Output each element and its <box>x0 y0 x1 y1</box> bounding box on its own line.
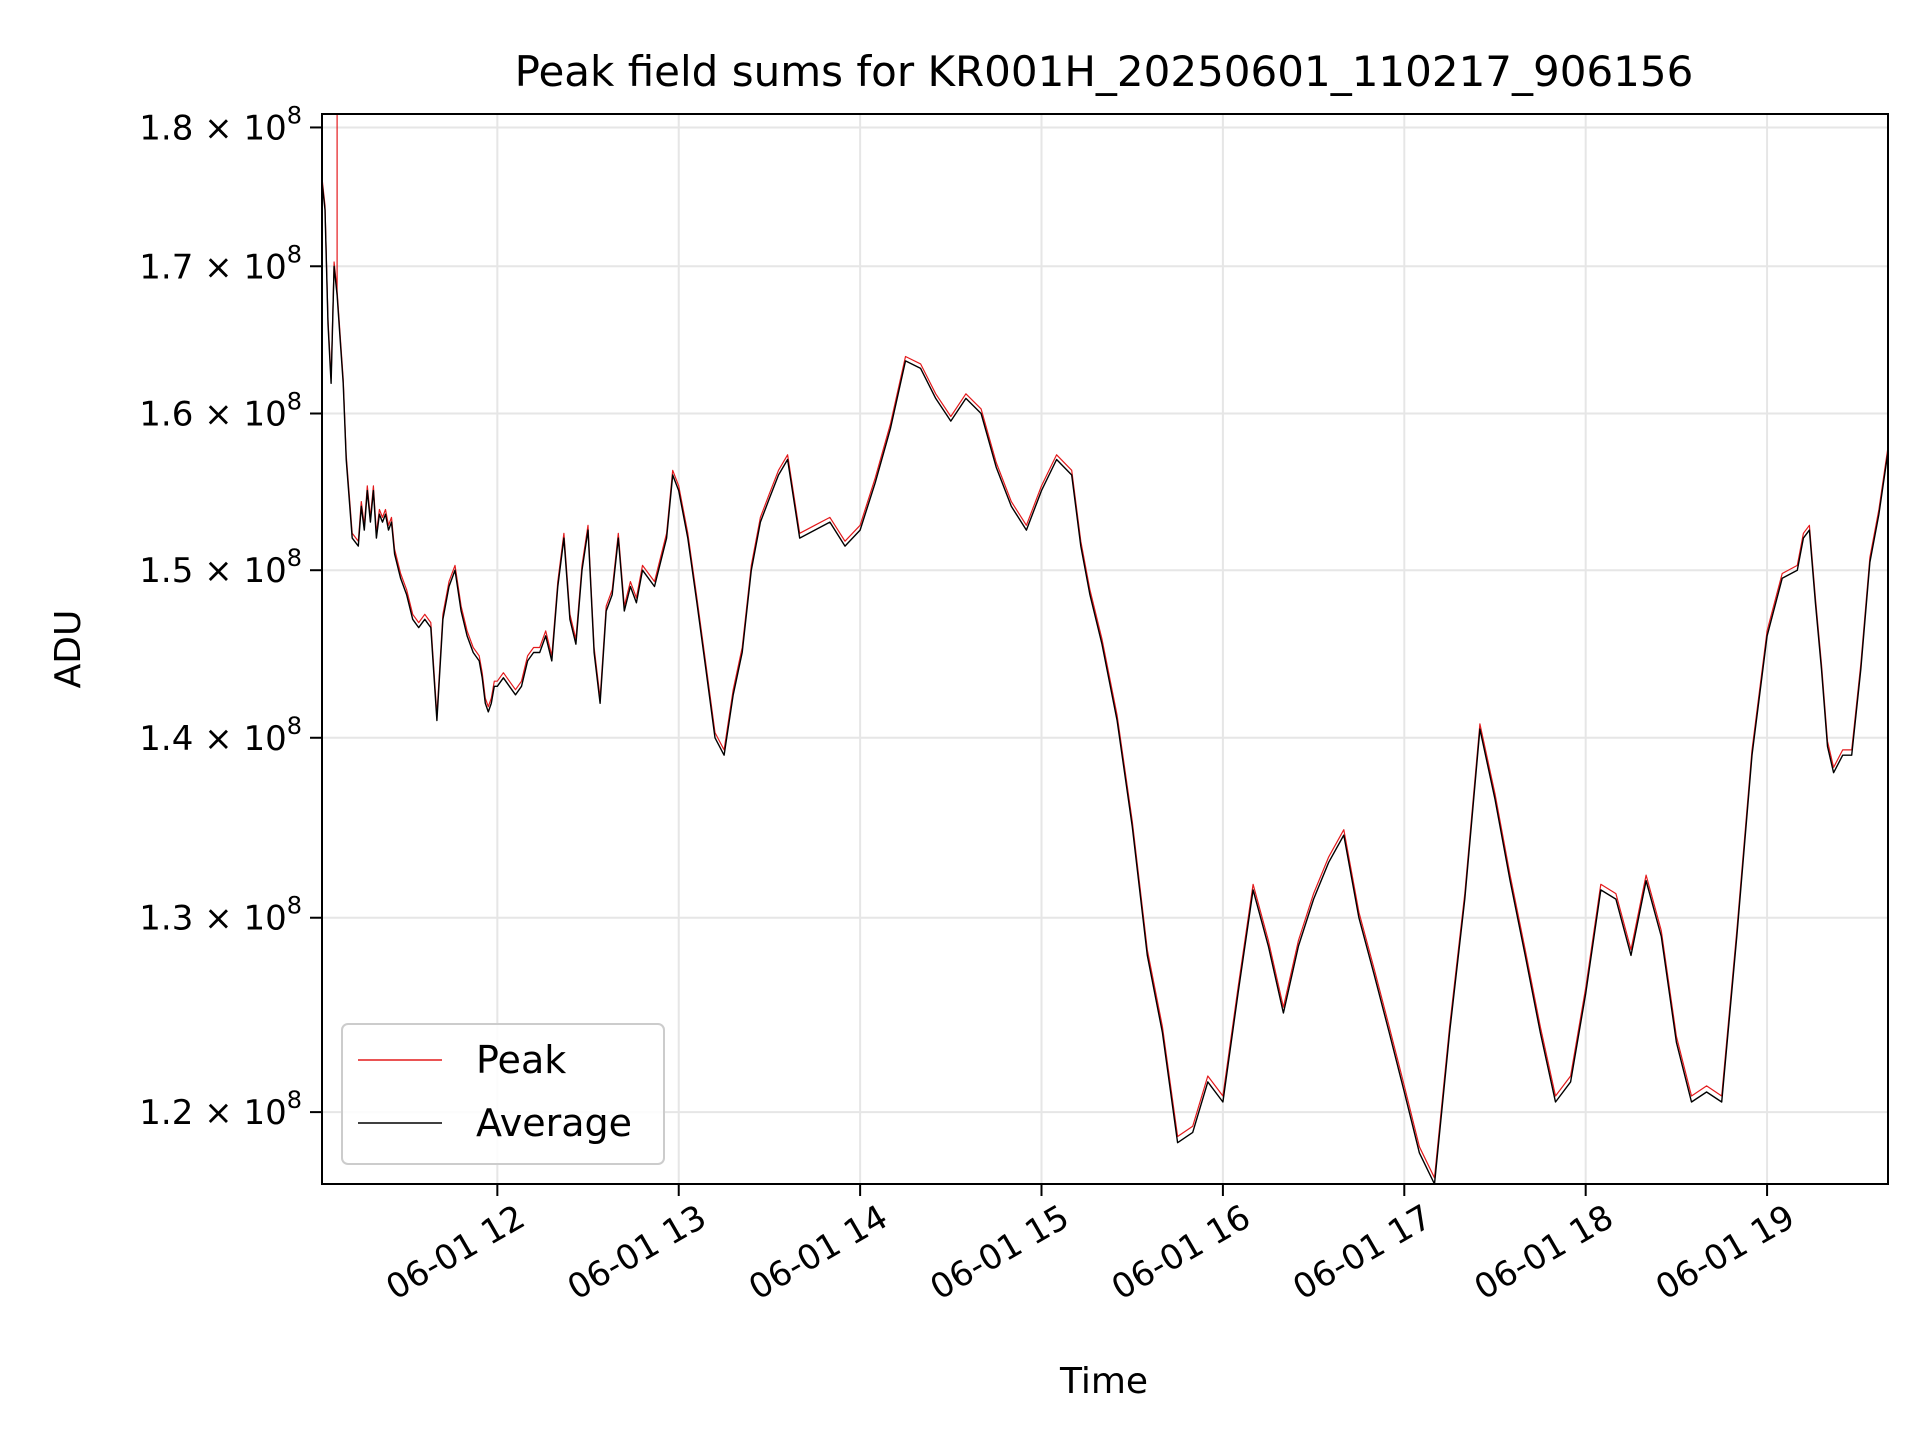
chart-title: Peak field sums for KR001H_20250601_1102… <box>515 47 1694 96</box>
series-line-average <box>322 181 1888 1184</box>
y-tick-label: 1.5 × 108 <box>139 544 302 591</box>
plot-frame <box>321 113 1889 1185</box>
series-line-peak <box>322 114 1888 1179</box>
y-axis-ticks: 1.2 × 108 1.3 × 108 1.4 × 108 1.5 × 108 1.6 … <box>139 101 322 1133</box>
legend-peak-label: Peak <box>476 1038 566 1082</box>
y-tick-label: 1.6 × 108 <box>139 387 302 434</box>
y-tick-label: 1.7 × 108 <box>139 240 302 287</box>
y-tick-label: 1.4 × 108 <box>139 712 302 759</box>
legend-box <box>341 1023 665 1165</box>
series-layer <box>322 114 1888 1184</box>
legend: Peak Average <box>341 1023 665 1165</box>
y-tick-label: 1.2 × 108 <box>139 1086 302 1133</box>
x-axis-label: Time <box>1059 1361 1148 1402</box>
y-axis-label: ADU <box>48 610 89 689</box>
y-tick-label: 1.3 × 108 <box>139 892 302 939</box>
legend-average-label: Average <box>476 1101 632 1145</box>
y-tick-label: 1.8 × 108 <box>139 101 302 148</box>
